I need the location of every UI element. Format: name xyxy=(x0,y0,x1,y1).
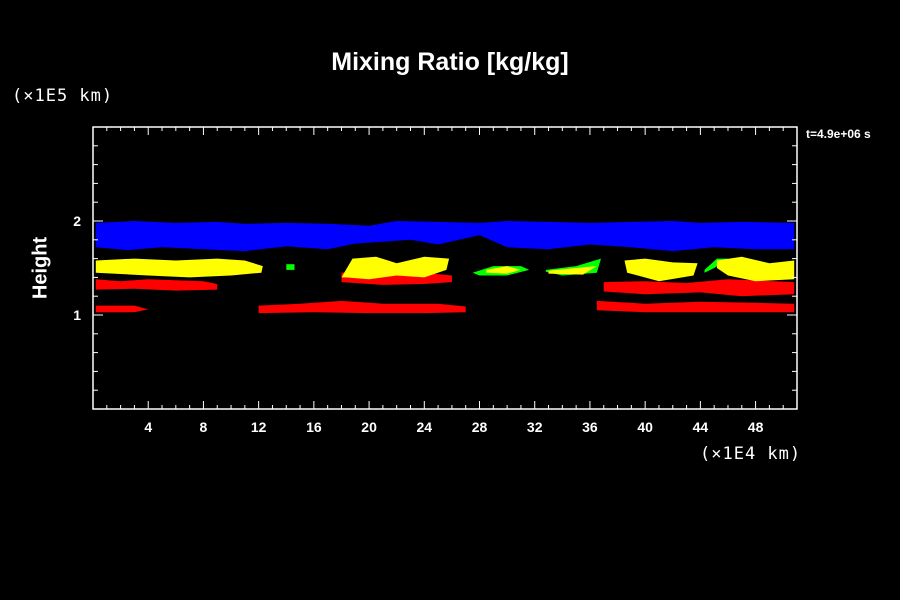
y-tick-label: 2 xyxy=(73,213,81,229)
x-tick-label: 48 xyxy=(748,419,764,435)
region-red-base-left xyxy=(95,305,149,313)
x-tick-label: 44 xyxy=(693,419,709,435)
region-blue-layer xyxy=(95,221,795,252)
region-yellow-mid-small xyxy=(486,266,521,274)
x-tick-label: 32 xyxy=(527,419,543,435)
region-red-base-long xyxy=(258,300,466,314)
x-tick-label: 40 xyxy=(637,419,653,435)
y-unit-label: (×1E5 km) xyxy=(12,86,114,106)
data-regions xyxy=(95,221,795,314)
region-yellow-right-1 xyxy=(624,258,698,282)
region-red-lower-left xyxy=(95,279,218,291)
x-tick-label: 16 xyxy=(306,419,322,435)
x-unit-label: (×1E4 km) xyxy=(700,444,802,464)
plot-frame xyxy=(92,126,798,410)
region-green-dot xyxy=(286,264,295,270)
x-tick-label: 8 xyxy=(200,419,208,435)
x-tick-label: 28 xyxy=(472,419,488,435)
x-tick-label: 24 xyxy=(417,419,433,435)
x-tick-label: 12 xyxy=(251,419,267,435)
region-yellow-right-small xyxy=(548,266,597,275)
x-tick-label: 36 xyxy=(582,419,598,435)
region-yellow-left xyxy=(95,258,263,278)
x-tick-label: 4 xyxy=(144,419,152,435)
region-yellow-mid xyxy=(341,256,450,280)
chart-title: Mixing Ratio [kg/kg] xyxy=(331,48,569,76)
x-tick-label: 20 xyxy=(361,419,377,435)
region-red-right xyxy=(603,279,795,297)
region-yellow-right-2 xyxy=(716,256,795,282)
time-label: t=4.9e+06 s xyxy=(806,127,871,141)
region-red-base-right xyxy=(596,300,795,313)
y-tick-label: 1 xyxy=(73,307,81,323)
